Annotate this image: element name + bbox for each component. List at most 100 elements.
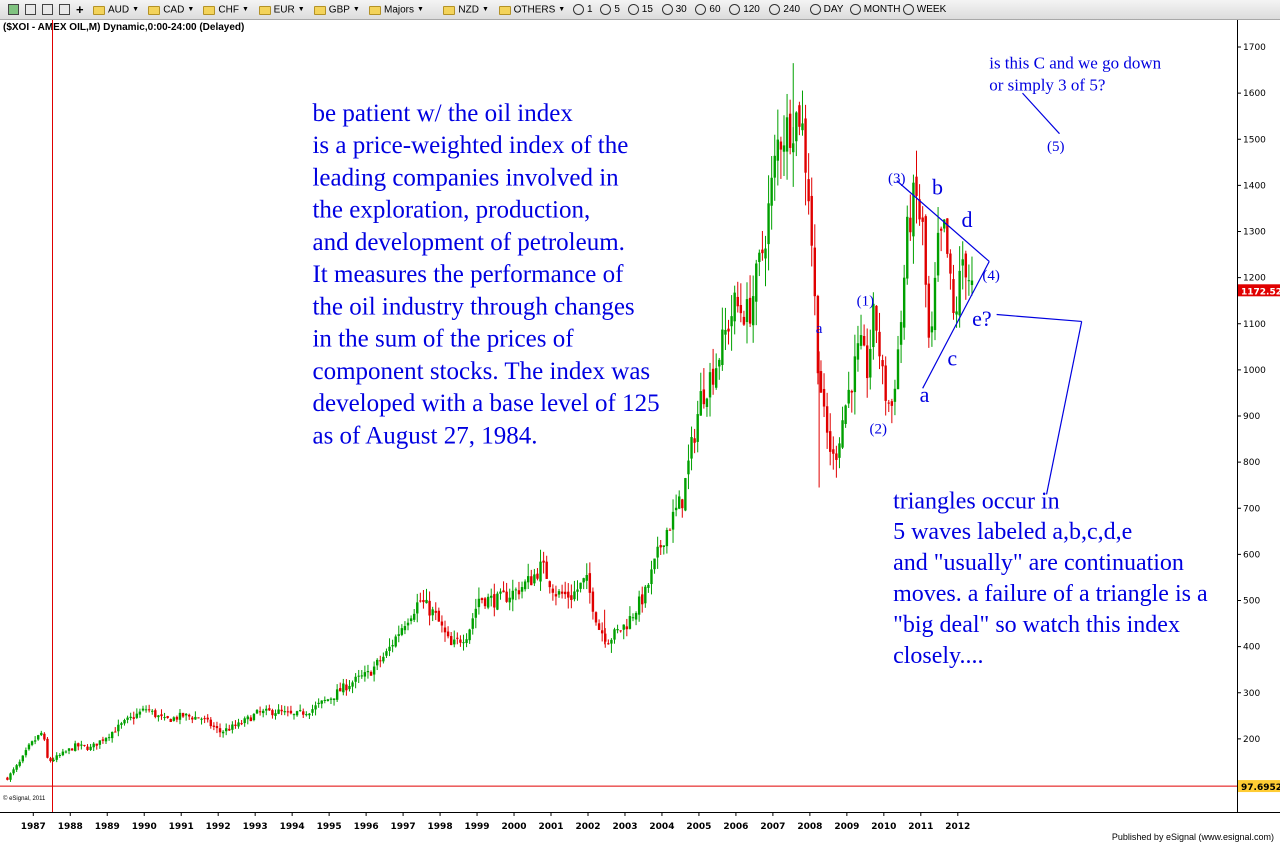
candle-body [902, 277, 906, 328]
candle-body [184, 713, 188, 716]
x-tick-label: 1994 [280, 822, 305, 832]
candle-body [761, 249, 764, 254]
candle-body [622, 624, 625, 630]
folder-eur[interactable]: EUR ▼ [258, 3, 305, 17]
candle-body [317, 702, 320, 705]
clock-icon [809, 3, 821, 15]
candle-body [758, 252, 761, 263]
candle-body [582, 578, 585, 583]
candle-body [813, 247, 817, 297]
candle-body [302, 711, 305, 715]
candle-body [157, 715, 160, 718]
x-tick-label: 1996 [354, 822, 379, 832]
folder-aud[interactable]: AUD ▼ [93, 3, 139, 17]
candle-body [841, 420, 844, 448]
candle-body [274, 713, 277, 716]
folder-chf[interactable]: CHF ▼ [203, 3, 249, 17]
candle-body [354, 676, 357, 682]
interval-15[interactable]: 15 [627, 3, 653, 17]
candle-body [573, 591, 576, 600]
candle-body [610, 639, 613, 644]
candle-body [388, 646, 391, 651]
folder-icon [258, 5, 271, 15]
candle-body [764, 248, 767, 259]
folder-label: Majors [384, 4, 415, 16]
candle-body [514, 589, 518, 591]
annotation-text-line: the exploration, production, [312, 197, 590, 224]
candle-body [80, 744, 83, 746]
x-tick-label: 2006 [723, 822, 748, 832]
interval-month[interactable]: MONTH [849, 3, 900, 17]
interval-label: 120 [743, 4, 760, 15]
chart-grid-icon[interactable] [8, 3, 19, 17]
folder-cad[interactable]: CAD ▼ [148, 3, 194, 17]
candle-body [289, 710, 293, 714]
candle-body [613, 629, 616, 640]
candle-body [597, 623, 601, 630]
candle-body [656, 546, 659, 558]
interval-week[interactable]: WEEK [902, 3, 946, 17]
candle-body [816, 295, 820, 374]
candle-body [126, 717, 129, 720]
print-icon[interactable] [25, 3, 36, 17]
interval-1[interactable]: 1 [573, 3, 593, 17]
candle-body [788, 113, 792, 148]
x-tick-label: 2007 [760, 822, 785, 832]
x-tick-label: 1987 [21, 822, 46, 832]
candle-body [533, 574, 536, 584]
interval-label: 240 [783, 4, 801, 15]
candle-body [671, 511, 675, 530]
copy-icon[interactable] [59, 3, 70, 17]
candle-body [927, 283, 931, 338]
save-icon[interactable] [42, 3, 53, 17]
chevron-down-icon: ▼ [352, 6, 360, 13]
interval-240[interactable]: 240 [769, 3, 800, 17]
candle-body [120, 723, 123, 725]
candle-body [406, 622, 410, 626]
toolbar: + AUD ▼ CAD ▼ CHF ▼ EUR ▼ GBP ▼ Majors ▼ NZD ▼ OTHERS ▼ 1… [0, 0, 1280, 20]
candle-body [400, 628, 404, 635]
interval-30[interactable]: 30 [661, 3, 687, 17]
annotation-text-line: and "usually" are continuation [893, 550, 1184, 576]
candle-body [616, 628, 619, 631]
x-tick-label: 1993 [243, 822, 268, 832]
candle-body [33, 740, 37, 742]
candle-body [536, 573, 539, 579]
annotation-text-line: developed with a base level of 125 [312, 390, 659, 417]
candle-body [887, 402, 890, 404]
candle-body [218, 728, 222, 733]
candle-body [967, 280, 971, 282]
interval-60[interactable]: 60 [695, 3, 721, 17]
candle-body [708, 372, 712, 398]
interval-120[interactable]: 120 [729, 3, 760, 17]
x-tick-label: 2009 [834, 822, 859, 832]
candle-body [6, 777, 9, 780]
interval-5[interactable]: 5 [600, 3, 620, 17]
y-tick-label: 900 [1243, 412, 1260, 422]
candle-body [206, 717, 209, 720]
folder-others[interactable]: OTHERS ▼ [498, 3, 565, 17]
candle-body [785, 117, 789, 152]
candle-body [847, 389, 850, 404]
candle-body [480, 598, 484, 601]
candle-body [258, 711, 262, 713]
folder-gbp[interactable]: GBP ▼ [313, 3, 360, 17]
wave-label: (4) [982, 268, 1000, 284]
candle-body [875, 305, 878, 331]
annotation-text-line: moves. a failure of a triangle is a [893, 581, 1208, 607]
annotation-text-line: be patient w/ the oil index [312, 100, 573, 127]
folder-nzd[interactable]: NZD ▼ [443, 3, 489, 17]
candle-body [231, 724, 234, 730]
candle-body [95, 743, 98, 746]
plus-icon[interactable]: + [76, 1, 84, 17]
folder-majors[interactable]: Majors ▼ [369, 3, 424, 17]
candle-body [160, 714, 163, 717]
candle-body [209, 719, 212, 727]
interval-day[interactable]: DAY [809, 3, 843, 17]
candle-body [865, 345, 869, 379]
candle-body [751, 296, 755, 326]
candle-body [166, 716, 169, 719]
candle-body [502, 590, 505, 593]
annotation-line [1022, 92, 1060, 135]
